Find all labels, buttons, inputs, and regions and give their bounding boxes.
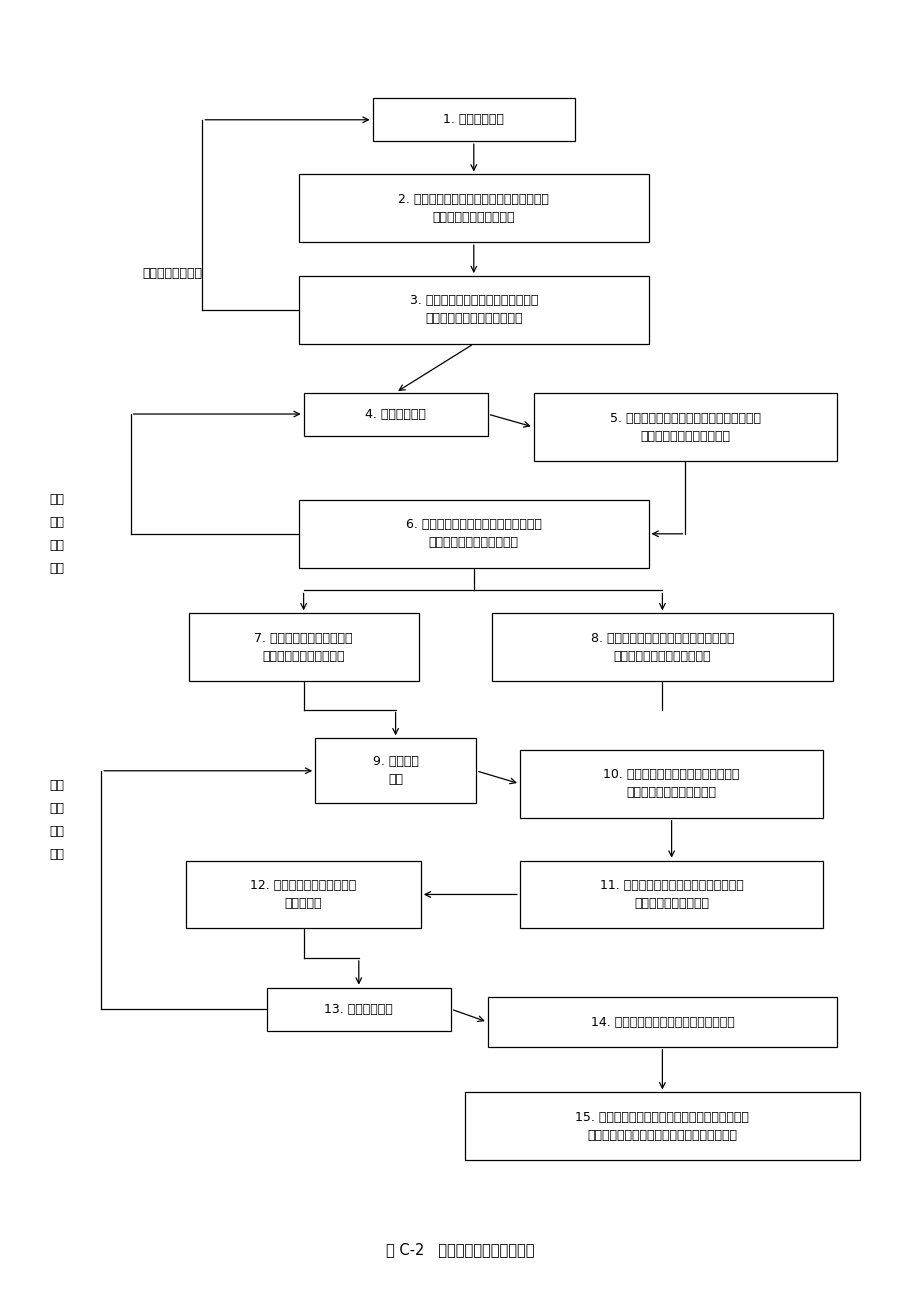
- Text: 10. 承包人填写单位工程质量评定表，
进行单位工程质量等级评定: 10. 承包人填写单位工程质量评定表， 进行单位工程质量等级评定: [603, 768, 739, 799]
- Bar: [299, 276, 648, 344]
- Text: 2. 承包人填写单元工程质量等级评定表，组
织评定单元工程质量等级: 2. 承包人填写单元工程质量等级评定表，组 织评定单元工程质量等级: [398, 193, 549, 224]
- Bar: [299, 500, 648, 568]
- Text: 5. 承包人填写分部工程质量等级评定表，进
行分部工程质量等级评定。: 5. 承包人填写分部工程质量等级评定表，进 行分部工程质量等级评定。: [609, 411, 760, 443]
- Bar: [519, 750, 823, 818]
- Bar: [299, 174, 648, 242]
- Bar: [372, 98, 574, 141]
- Text: 1. 单元工程完工: 1. 单元工程完工: [443, 113, 504, 126]
- Bar: [492, 613, 832, 681]
- Bar: [314, 738, 476, 803]
- Text: 3. 监理机构审核单元工程质量等级评
定表，复核单元工程质量等级: 3. 监理机构审核单元工程质量等级评 定表，复核单元工程质量等级: [409, 294, 538, 326]
- Text: 13. 工程项目完工: 13. 工程项目完工: [324, 1003, 392, 1016]
- Text: 4. 分部工程完工: 4. 分部工程完工: [365, 408, 425, 421]
- Text: 12. 质量监督部门核定单位工
程质量等级: 12. 质量监督部门核定单位工 程质量等级: [250, 879, 357, 910]
- Text: 8. 质量监督部门审查核定质量等级（大型
枢纽主体建筑物的分部工程）: 8. 质量监督部门审查核定质量等级（大型 枢纽主体建筑物的分部工程）: [590, 631, 733, 663]
- Bar: [186, 861, 421, 928]
- Bar: [533, 393, 836, 461]
- Text: 进入
下一
分部
工程: 进入 下一 分部 工程: [50, 493, 64, 574]
- Bar: [519, 861, 823, 928]
- Text: 图 C-2   质量评定监理工作程序图: 图 C-2 质量评定监理工作程序图: [385, 1242, 534, 1258]
- Bar: [464, 1092, 859, 1160]
- Text: 9. 单位工程
完工: 9. 单位工程 完工: [372, 755, 418, 786]
- Text: 进入下一单元工程: 进入下一单元工程: [142, 267, 202, 280]
- Text: 6. 监理机构审核分部工程质量等级评定
表，复核分部工程质量等级: 6. 监理机构审核分部工程质量等级评定 表，复核分部工程质量等级: [405, 518, 541, 549]
- Text: 进入
下一
单位
工程: 进入 下一 单位 工程: [50, 780, 64, 861]
- Bar: [487, 997, 836, 1047]
- Bar: [267, 987, 450, 1031]
- Text: 14. 质量监督部门核定工程项目质量等级: 14. 质量监督部门核定工程项目质量等级: [590, 1016, 733, 1029]
- Text: 11. 监理机构复核单位工程质量评定表，
复核单位工程质量等级: 11. 监理机构复核单位工程质量评定表， 复核单位工程质量等级: [599, 879, 743, 910]
- Text: 7. 质量监督部门审查核备质
量等级（一般分部工程）: 7. 质量监督部门审查核备质 量等级（一般分部工程）: [254, 631, 353, 663]
- Bar: [188, 613, 418, 681]
- Text: 15. 质量监督部门提出工程项目质量评定报告，向
竣工验收委员会提出工程项目质量等级的建议: 15. 质量监督部门提出工程项目质量评定报告，向 竣工验收委员会提出工程项目质量…: [575, 1111, 748, 1142]
- Bar: [303, 392, 487, 435]
